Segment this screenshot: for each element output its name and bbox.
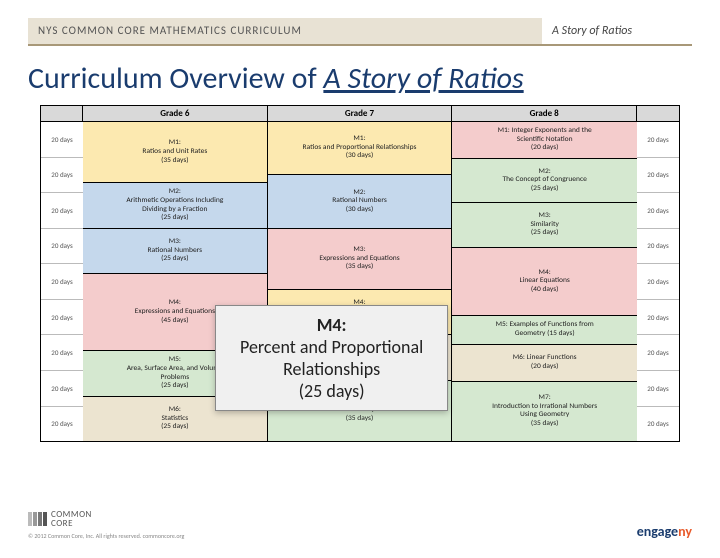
module-cell: M4: Linear Equations (40 days)	[452, 248, 637, 316]
days-cell: 20 days	[41, 193, 83, 229]
copyright-text: © 2012 Common Core, Inc. All rights rese…	[28, 532, 184, 540]
grade8-column: M1: Integer Exponents and the Scientific…	[452, 122, 637, 441]
header-right: A Story of Ratios	[542, 18, 692, 44]
callout-module-name: Percent and Proportional Relationships	[240, 336, 423, 380]
head-blank	[637, 106, 679, 121]
days-cell: 20 days	[637, 371, 679, 407]
head-grade8: Grade 8	[452, 106, 637, 121]
header-left: NYS COMMON CORE MATHEMATICS CURRICULUM	[28, 18, 542, 44]
days-cell: 20 days	[41, 371, 83, 407]
module-cell: M7: Introduction to Irrational Numbers U…	[452, 382, 637, 441]
module-cell: M1: Integer Exponents and the Scientific…	[452, 122, 637, 159]
days-cell: 20 days	[637, 300, 679, 336]
days-cell: 20 days	[637, 158, 679, 194]
days-cell: 20 days	[637, 193, 679, 229]
chart-header-row: Grade 6 Grade 7 Grade 8	[40, 105, 680, 122]
callout-module-number: M4:	[240, 314, 423, 336]
slide-footer: COMMON CORE © 2012 Common Core, Inc. All…	[28, 510, 692, 540]
days-cell: 20 days	[637, 335, 679, 371]
module-cell: M2: Arithmetic Operations Including Divi…	[83, 183, 267, 228]
common-core-block: COMMON CORE © 2012 Common Core, Inc. All…	[28, 510, 184, 540]
head-blank	[41, 106, 83, 121]
module-cell: M3: Expressions and Equations (35 days)	[268, 229, 452, 290]
days-cell: 20 days	[41, 229, 83, 265]
days-cell: 20 days	[637, 264, 679, 300]
days-column-left: 20 days20 days20 days20 days20 days20 da…	[41, 122, 83, 441]
head-grade6: Grade 6	[83, 106, 268, 121]
title-prefix: Curriculum Overview of	[28, 60, 323, 97]
callout-days: (25 days)	[240, 380, 423, 402]
days-cell: 20 days	[41, 158, 83, 194]
curriculum-chart: Grade 6 Grade 7 Grade 8 20 days20 days20…	[40, 105, 680, 442]
cc-text: COMMON CORE	[51, 510, 92, 528]
module-cell: M1: Ratios and Unit Rates (35 days)	[83, 122, 267, 183]
days-cell: 20 days	[41, 335, 83, 371]
days-cell: 20 days	[41, 122, 83, 158]
common-core-logo: COMMON CORE	[28, 510, 184, 528]
engage-ny-logo: engageny	[637, 523, 692, 540]
module-cell: M2: The Concept of Congruence (25 days)	[452, 159, 637, 204]
page-title: Curriculum Overview of A Story of Ratios	[28, 60, 692, 97]
days-cell: 20 days	[637, 229, 679, 265]
title-italic: A Story of Ratios	[323, 60, 523, 97]
days-cell: 20 days	[41, 407, 83, 442]
slide-header: NYS COMMON CORE MATHEMATICS CURRICULUM A…	[28, 18, 692, 46]
module-cell: M5: Examples of Functions from Geometry …	[452, 316, 637, 345]
module-cell: M6: Linear Functions (20 days)	[452, 345, 637, 382]
days-cell: 20 days	[41, 300, 83, 336]
highlighted-module-callout: M4: Percent and Proportional Relationshi…	[215, 305, 448, 411]
module-cell: M1: Ratios and Proportional Relationship…	[268, 122, 452, 175]
cc-bars-icon	[28, 512, 47, 526]
module-cell: M2: Rational Numbers (30 days)	[268, 175, 452, 228]
module-cell: M3: Similarity (25 days)	[452, 203, 637, 248]
days-cell: 20 days	[41, 264, 83, 300]
days-cell: 20 days	[637, 122, 679, 158]
days-cell: 20 days	[637, 407, 679, 442]
head-grade7: Grade 7	[268, 106, 453, 121]
module-cell: M3: Rational Numbers (25 days)	[83, 229, 267, 274]
days-column-right: 20 days20 days20 days20 days20 days20 da…	[637, 122, 679, 441]
